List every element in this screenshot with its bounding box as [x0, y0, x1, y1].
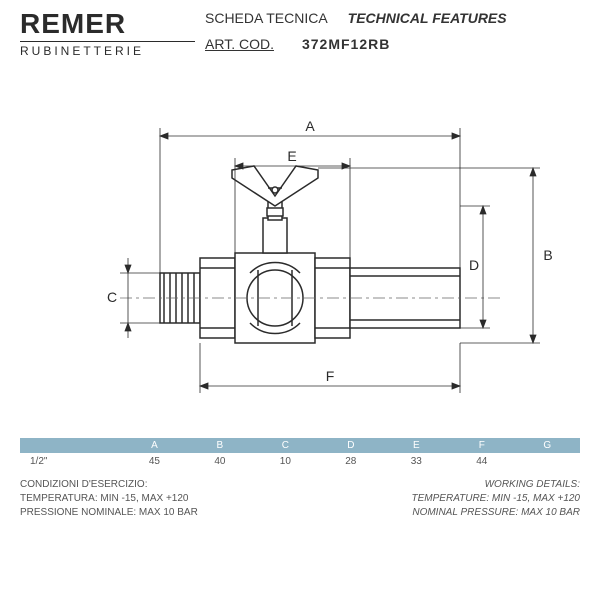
th-d: D [318, 438, 383, 453]
footer-left: CONDIZIONI D'ESERCIZIO: TEMPERATURA: MIN… [20, 478, 198, 520]
dim-c-label: C [107, 289, 117, 305]
th-a: A [122, 438, 187, 453]
title-en: TECHNICAL FEATURES [348, 10, 507, 26]
cond-title-it: CONDIZIONI D'ESERCIZIO: [20, 478, 198, 492]
cond-temp-it: TEMPERATURA: MIN -15, MAX +120 [20, 492, 198, 506]
td-b: 40 [187, 453, 252, 470]
dim-a-label: A [305, 118, 315, 134]
cond-title-en: WORKING DETAILS: [412, 478, 580, 492]
td-c: 10 [253, 453, 318, 470]
title-row: SCHEDA TECNICA TECHNICAL FEATURES [205, 10, 580, 26]
header: REMER RUBINETTERIE SCHEDA TECNICA TECHNI… [0, 0, 600, 58]
cond-press-it: PRESSIONE NOMINALE: MAX 10 BAR [20, 506, 198, 520]
td-f: 44 [449, 453, 514, 470]
product-code: 372MF12RB [302, 36, 390, 52]
dim-f-label: F [326, 368, 335, 384]
artcod-label: ART. COD. [205, 36, 274, 52]
th-g: G [514, 438, 579, 453]
th-b: B [187, 438, 252, 453]
cond-press-en: NOMINAL PRESSURE: MAX 10 BAR [412, 506, 580, 520]
dim-d-label: D [469, 257, 479, 273]
cond-temp-en: TEMPERATURE: MIN -15, MAX +120 [412, 492, 580, 506]
footer-right: WORKING DETAILS: TEMPERATURE: MIN -15, M… [412, 478, 580, 520]
brand-block: REMER RUBINETTERIE [20, 10, 195, 58]
drawing-svg: A E C D [0, 58, 600, 438]
brand-sub: RUBINETTERIE [20, 41, 195, 58]
footer: CONDIZIONI D'ESERCIZIO: TEMPERATURA: MIN… [20, 478, 580, 520]
th-size [20, 438, 122, 453]
brand-name: REMER [20, 10, 195, 38]
dim-b-label: B [543, 247, 552, 263]
technical-drawing: A E C D [0, 58, 600, 438]
td-size: 1/2" [20, 453, 122, 470]
th-c: C [253, 438, 318, 453]
title-block: SCHEDA TECNICA TECHNICAL FEATURES ART. C… [195, 10, 580, 52]
dim-e-label: E [287, 148, 296, 164]
title-it: SCHEDA TECNICA [205, 10, 328, 26]
specs-table: A B C D E F G 1/2" 45 40 10 28 33 44 [20, 438, 580, 470]
td-g [514, 453, 579, 470]
specs-header-row: A B C D E F G [20, 438, 580, 453]
th-f: F [449, 438, 514, 453]
th-e: E [384, 438, 449, 453]
td-d: 28 [318, 453, 383, 470]
code-row: ART. COD. 372MF12RB [205, 36, 580, 52]
td-a: 45 [122, 453, 187, 470]
td-e: 33 [384, 453, 449, 470]
specs-data-row: 1/2" 45 40 10 28 33 44 [20, 453, 580, 470]
